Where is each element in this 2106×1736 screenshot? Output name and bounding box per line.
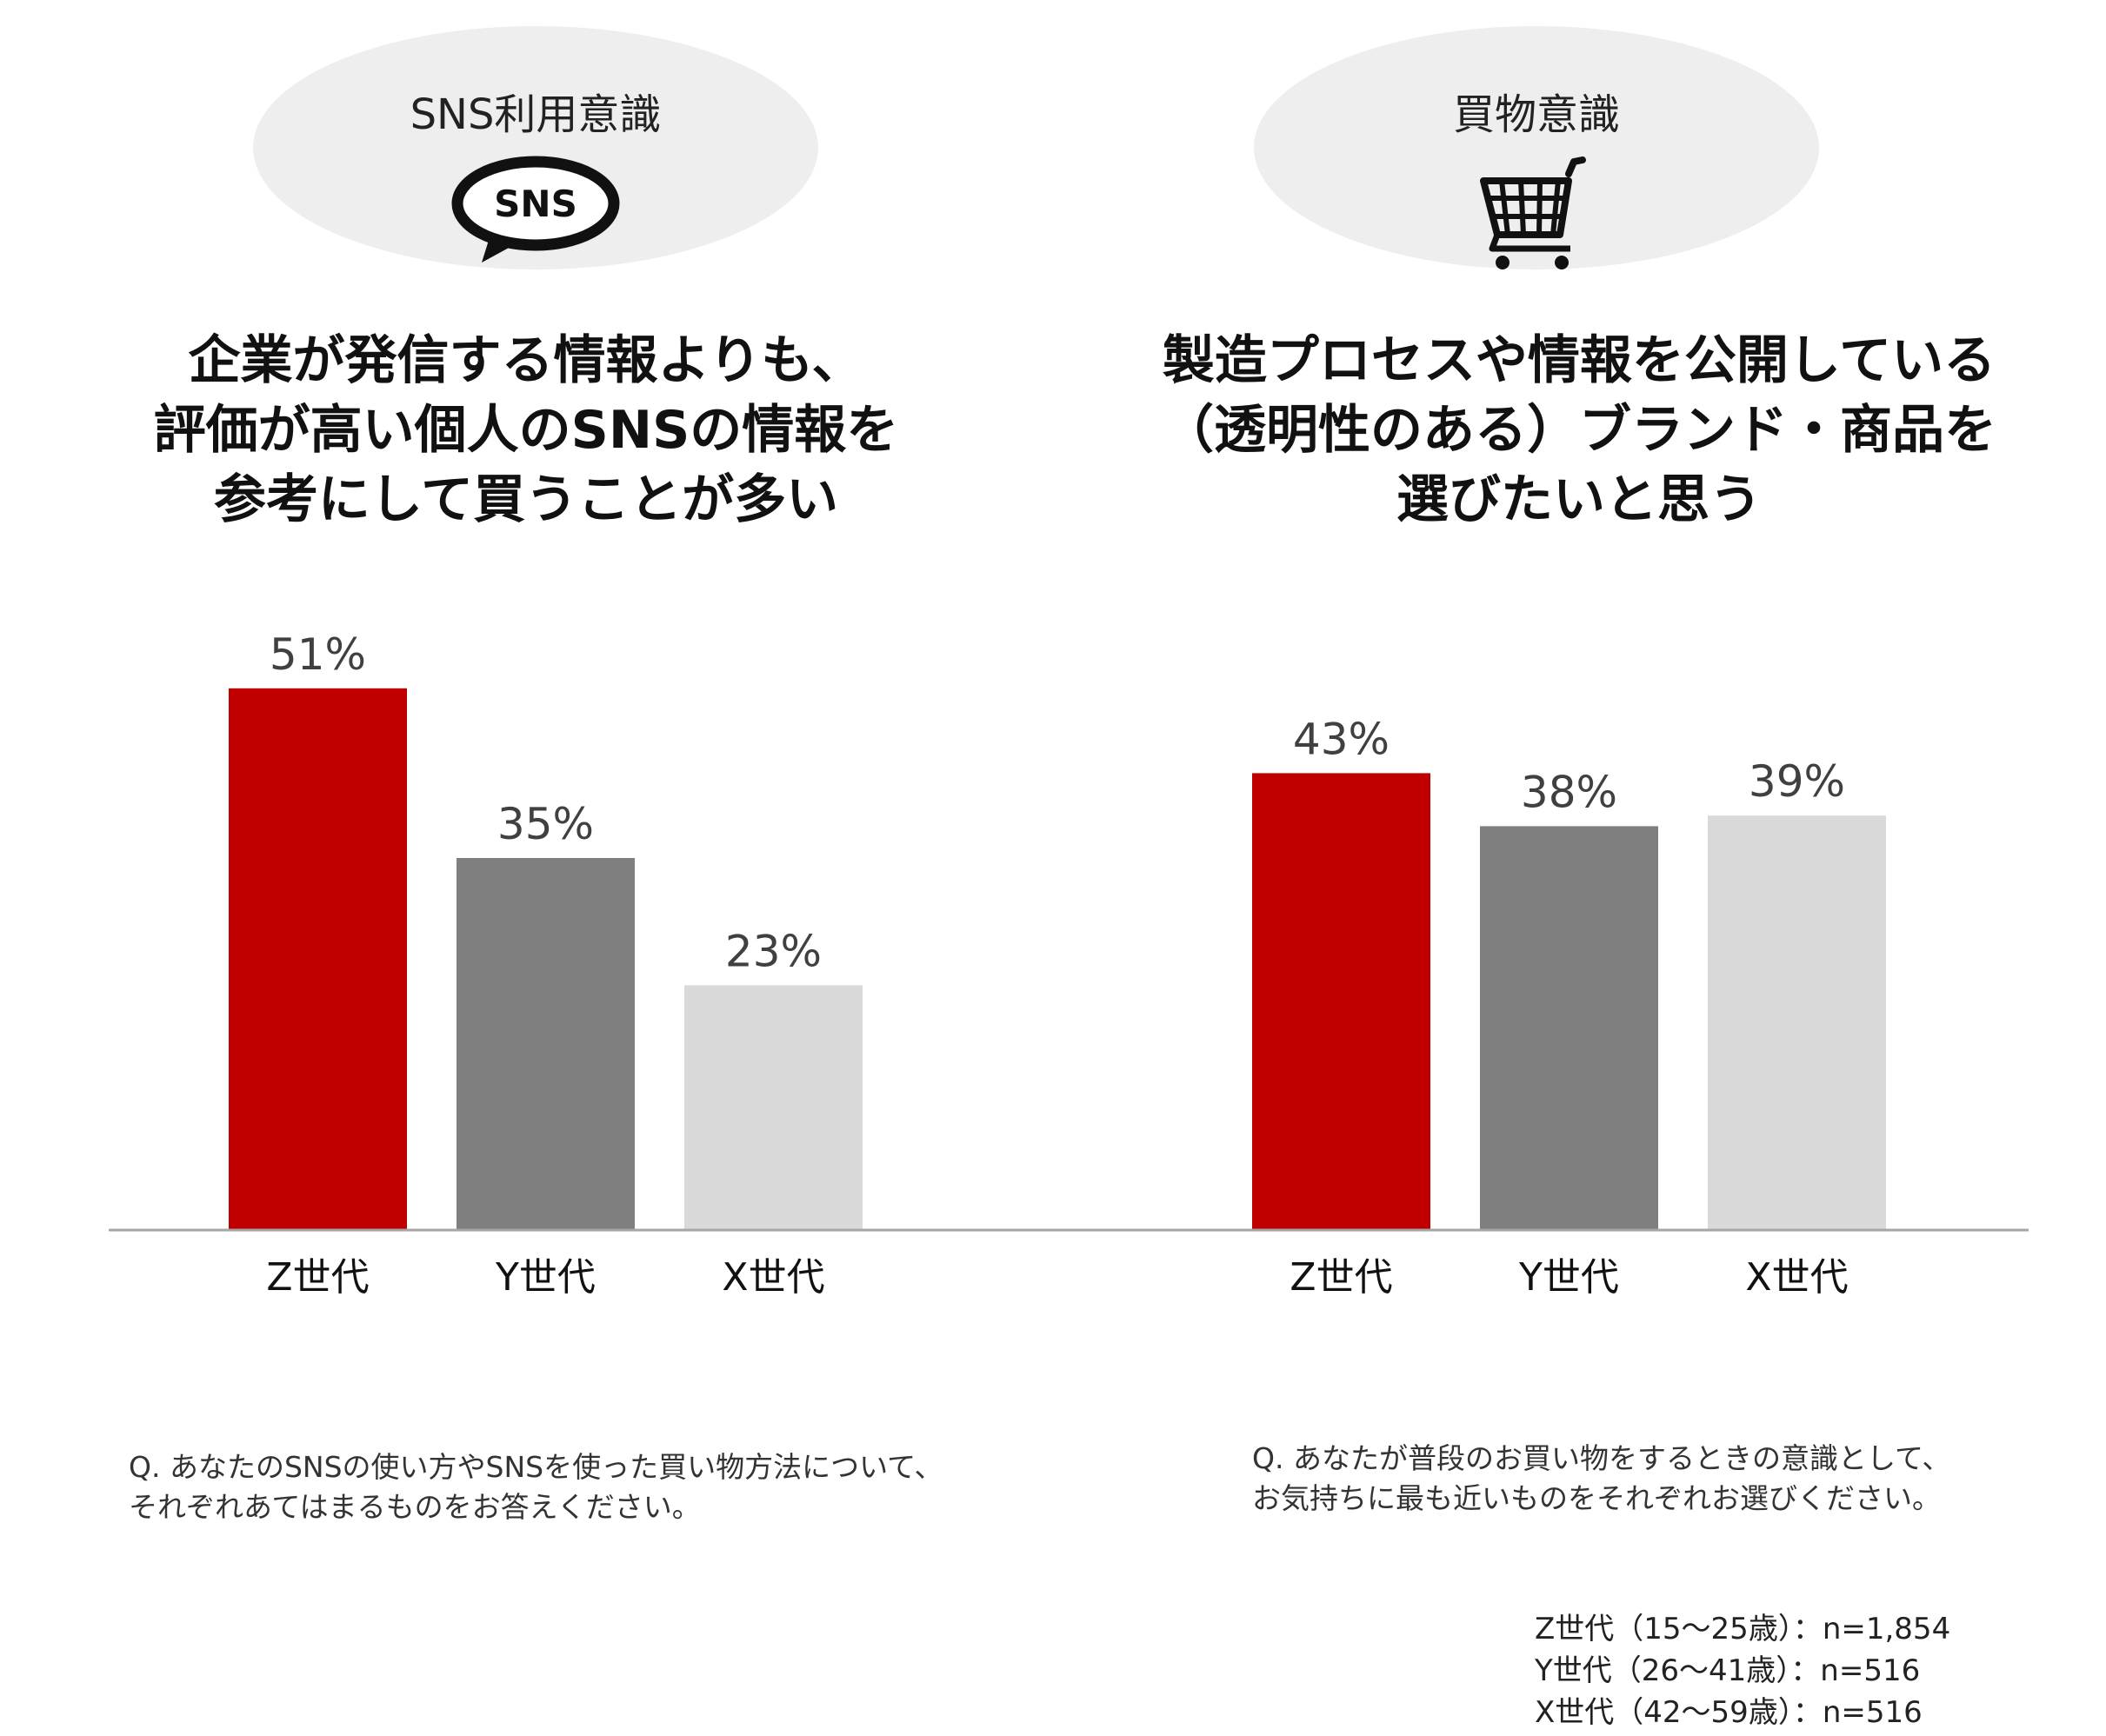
bar-value-label: 38%: [1521, 767, 1617, 817]
bar-x: [1708, 815, 1886, 1229]
shopping-cart-icon: [1480, 156, 1586, 269]
bar-y: [457, 858, 635, 1229]
sample-n: ：n=516: [1792, 1695, 1923, 1730]
category-label: X世代: [722, 1255, 824, 1300]
sample-label: X世代（42～59歳）: [1535, 1695, 1793, 1730]
bar-value-label: 35%: [497, 799, 594, 849]
bar-value-label: 43%: [1293, 714, 1390, 764]
sns-speech-bubble-icon: SNS: [451, 156, 620, 263]
sample-n: ：n=1,854: [1792, 1612, 1951, 1646]
bar-z: [1252, 773, 1430, 1229]
left-headline-line-2: 評価が高い個人のSNSの情報を: [153, 400, 899, 461]
right-question-line-2: お気持ちに最も近いものをそれぞれお選びください。: [1252, 1481, 1941, 1515]
left-bar-chart: 51% Z世代 35% Y世代 23% X世代: [109, 629, 1053, 1300]
right-question: Q. あなたが普段のお買い物をするときの意識として、 お気持ちに最も近いものをそ…: [1252, 1439, 1950, 1519]
left-headline: 企業が発信する情報よりも、 評価が高い個人のSNSの情報を 参考にして買うことが…: [35, 326, 1017, 535]
sample-n: ：n=516: [1790, 1653, 1921, 1688]
category-label: X世代: [1745, 1255, 1848, 1300]
sample-label: Z世代（15～25歳）: [1535, 1612, 1793, 1646]
left-question: Q. あなたのSNSの使い方やSNSを使った買い物方法について、 それぞれあては…: [129, 1447, 943, 1527]
bar-x: [684, 985, 863, 1229]
left-panel: SNS利用意識 SNS 企業が発信する情報よりも、 評価が高い個人のSNSの情報…: [35, 26, 1053, 1527]
sns-icon-text: SNS: [494, 183, 577, 225]
bar-z: [229, 688, 407, 1229]
sample-row-x: X世代（42～59歳）：n=516: [1535, 1692, 1950, 1733]
bar-value-label: 51%: [270, 629, 366, 680]
right-bar-chart: 43% Z世代 38% Y世代 39% X世代: [1053, 714, 2029, 1300]
right-headline-line-1: 製造プロセスや情報を公開している: [1162, 330, 1996, 391]
category-label: Z世代: [1290, 1255, 1392, 1300]
shopping-label: 買物意識: [1452, 90, 1620, 139]
left-headline-line-1: 企業が発信する情報よりも、: [188, 330, 864, 391]
right-question-line-1: Q. あなたが普段のお買い物をするときの意識として、: [1252, 1441, 1951, 1475]
right-headline-line-3: 選びたいと思う: [1396, 469, 1762, 530]
category-label: Z世代: [266, 1255, 369, 1300]
bar-y: [1480, 826, 1658, 1229]
sns-usage-bubble: SNS利用意識 SNS: [253, 26, 818, 269]
right-panel: 買物意識 製造プロセスや情報を公開している （透明性のある）ブランド・商品を 選…: [1053, 0, 2106, 1736]
bar-value-label: 23%: [725, 926, 822, 976]
sample-row-y: Y世代（26～41歳）：n=516: [1535, 1650, 1950, 1692]
category-label: Y世代: [1518, 1255, 1619, 1300]
sample-size-list: Z世代（15～25歳）：n=1,854 Y世代（26～41歳）：n=516 X世…: [1535, 1608, 1950, 1733]
sample-row-z: Z世代（15～25歳）：n=1,854: [1535, 1608, 1950, 1650]
right-headline: 製造プロセスや情報を公開している （透明性のある）ブランド・商品を 選びたいと思…: [1088, 326, 2070, 535]
left-question-line-2: それぞれあてはまるものをお答えください。: [129, 1490, 701, 1524]
shopping-bubble: 買物意識: [1254, 26, 1819, 269]
right-headline-line-2: （透明性のある）ブランド・商品を: [1162, 400, 1996, 461]
bar-value-label: 39%: [1749, 756, 1845, 807]
left-question-line-1: Q. あなたのSNSの使い方やSNSを使った買い物方法について、: [129, 1450, 943, 1484]
category-label: Y世代: [495, 1255, 596, 1300]
sample-label: Y世代（26～41歳）: [1535, 1653, 1791, 1688]
left-headline-line-3: 参考にして買うことが多い: [213, 469, 839, 530]
sns-usage-label: SNS利用意識: [410, 90, 662, 139]
